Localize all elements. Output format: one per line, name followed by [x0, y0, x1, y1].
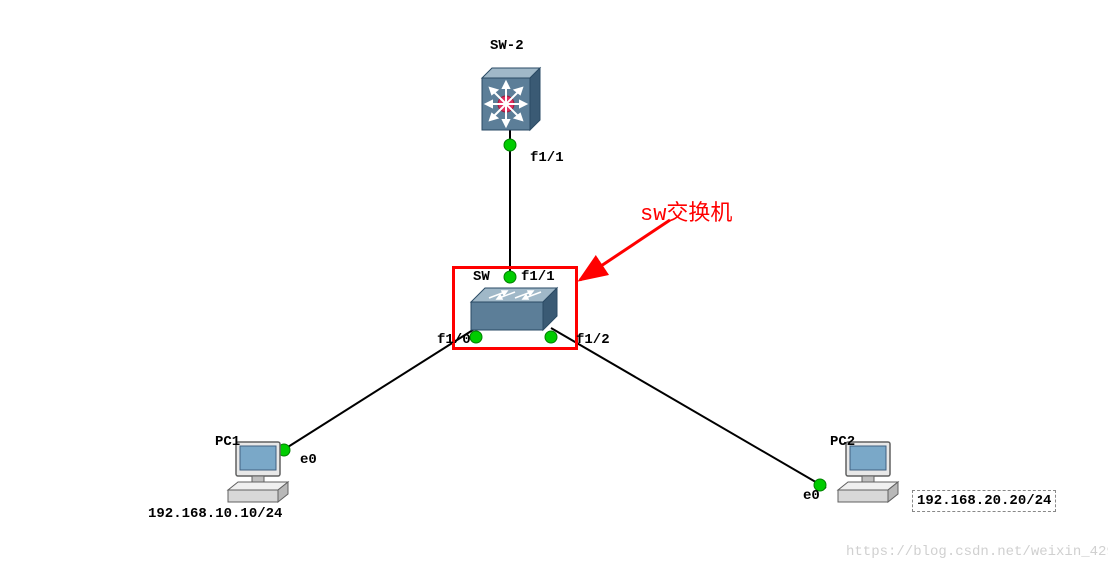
label-pc2: PC2 [830, 434, 855, 450]
link-sw-pc2 [551, 328, 826, 488]
iface-sw2-f11: f1/1 [530, 150, 564, 166]
annotation-arrow [580, 220, 670, 280]
watermark: https://blog.csdn.net/weixin_42953006 [846, 544, 1108, 560]
label-sw2: SW-2 [490, 38, 524, 54]
topology-stage: SW-2 SW PC1 PC2 f1/1 f1/1 f1/0 f1/2 e0 e… [0, 0, 1108, 561]
iface-sw-f10: f1/0 [437, 332, 471, 348]
ip-pc1: 192.168.10.10/24 [148, 506, 282, 522]
status-dot [504, 139, 516, 151]
router-icon [478, 60, 542, 140]
device-sw2[interactable] [478, 60, 542, 140]
iface-pc1-e0: e0 [300, 452, 317, 468]
label-pc1: PC1 [215, 434, 240, 450]
annotation-text: sw交换机 [640, 195, 732, 227]
ip-pc2: 192.168.20.20/24 [912, 490, 1056, 512]
iface-sw-f12: f1/2 [576, 332, 610, 348]
highlight-box [452, 266, 578, 350]
iface-sw-f11: f1/1 [521, 269, 555, 285]
iface-pc2-e0: e0 [803, 488, 820, 504]
label-sw: SW [473, 269, 490, 285]
